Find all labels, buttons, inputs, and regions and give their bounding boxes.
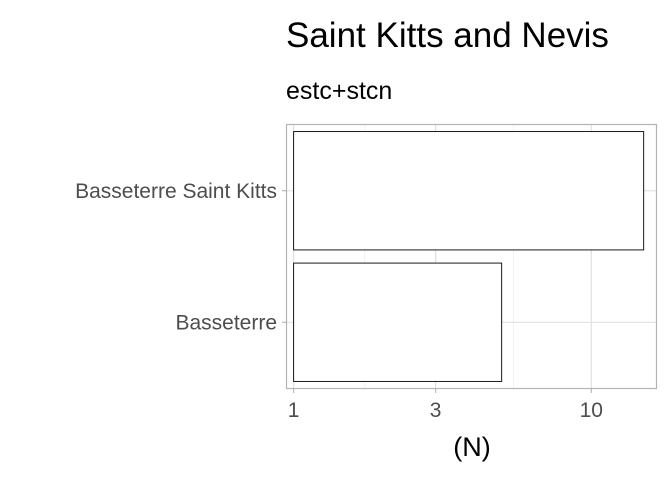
bar (293, 131, 645, 251)
plot-panel-border (285, 123, 658, 390)
y-tick-label: Basseterre (175, 311, 277, 334)
y-tick-label: Basseterre Saint Kitts (75, 180, 277, 203)
x-axis: 1 3 10 (288, 388, 603, 422)
x-axis-title: (N) (453, 432, 490, 462)
chart-title: Saint Kitts and Nevis (286, 16, 609, 55)
x-tick-label: 10 (580, 399, 603, 422)
y-axis: Basseterre Saint Kitts Basseterre (75, 180, 287, 334)
bars-group (293, 131, 645, 382)
x-tick-label: 1 (288, 399, 300, 422)
chart-subtitle: estc+stcn (286, 77, 392, 105)
bar (293, 262, 503, 382)
x-tick-label: 3 (430, 399, 442, 422)
